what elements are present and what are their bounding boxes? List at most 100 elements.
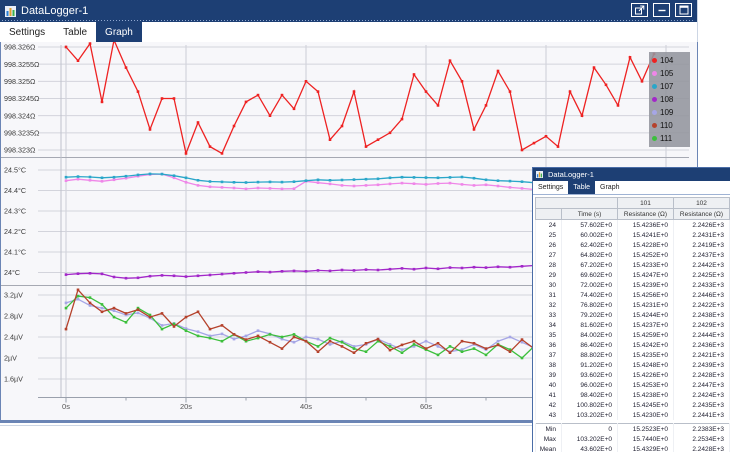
minimize-button[interactable] <box>653 3 670 17</box>
table-cell: 15.4247E+0 <box>617 270 674 280</box>
table-row[interactable]: 32 76.802E+0 15.4231E+0 2.2422E+3 <box>535 300 730 310</box>
summary-cell: Min <box>535 423 562 434</box>
summary-cell: 2.2534E+3 <box>673 434 730 444</box>
svg-text:998.325Ω: 998.325Ω <box>4 77 36 86</box>
table-titlebar[interactable]: DataLogger-1 <box>533 168 730 181</box>
table-cell: 15.4245E+0 <box>617 400 674 410</box>
tab-graph[interactable]: Graph <box>96 22 142 42</box>
table-row[interactable]: 28 67.202E+0 15.4233E+0 2.2442E+3 <box>535 260 730 270</box>
legend-label: 110 <box>660 121 673 130</box>
svg-text:998.3255Ω: 998.3255Ω <box>4 60 40 69</box>
table-row[interactable]: 34 81.602E+0 15.4237E+0 2.2429E+3 <box>535 320 730 330</box>
main-tabbar: Settings Table Graph <box>0 22 697 43</box>
legend-label: 104 <box>660 56 674 65</box>
tab-table[interactable]: Table <box>568 181 596 194</box>
svg-text:0s: 0s <box>62 402 70 411</box>
table-row[interactable]: 31 74.402E+0 15.4256E+0 2.2446E+3 <box>535 290 730 300</box>
table-cell: 33 <box>535 310 562 320</box>
table-window-title: DataLogger-1 <box>548 170 594 179</box>
summary-cell: 43.602E+0 <box>561 444 618 452</box>
svg-text:40s: 40s <box>300 402 312 411</box>
tab-table[interactable]: Table <box>63 26 88 38</box>
table-row[interactable]: 27 64.802E+0 15.4252E+0 2.2437E+3 <box>535 250 730 260</box>
svg-text:60s: 60s <box>420 402 432 411</box>
table-cell: 2.2433E+3 <box>673 280 730 290</box>
group-header-channel-102: 102 <box>673 197 730 209</box>
legend-dot <box>652 97 657 102</box>
svg-text:998.323Ω: 998.323Ω <box>4 146 36 155</box>
legend-item-109[interactable]: 109 <box>649 106 690 119</box>
table-row[interactable]: 33 79.202E+0 15.4244E+0 2.2438E+3 <box>535 310 730 320</box>
svg-text:24.5°C: 24.5°C <box>4 166 26 175</box>
table-row[interactable]: 26 62.402E+0 15.4228E+0 2.2419E+3 <box>535 240 730 250</box>
main-window-title: DataLogger-1 <box>21 5 89 17</box>
table-cell: 27 <box>535 250 562 260</box>
table-cell: 72.002E+0 <box>561 280 618 290</box>
table-row[interactable]: 41 98.402E+0 15.4238E+0 2.2424E+3 <box>535 390 730 400</box>
legend-item-111[interactable]: 111 <box>649 132 690 145</box>
legend: 104 105 107 108 109 110 111 <box>649 52 690 147</box>
legend-item-108[interactable]: 108 <box>649 93 690 106</box>
tab-graph[interactable]: Graph <box>600 184 620 191</box>
table-row[interactable]: 39 93.602E+0 15.4226E+0 2.2428E+3 <box>535 370 730 380</box>
table-cell: 15.4242E+0 <box>617 340 674 350</box>
table-cell: 37 <box>535 350 562 360</box>
tab-settings[interactable]: Settings <box>9 26 46 38</box>
summary-row-min: Min 0 15.2523E+0 2.2383E+3 <box>535 423 730 434</box>
table-cell: 24 <box>535 219 562 230</box>
column-header-3: Resistance (Ω) <box>673 208 730 220</box>
table-row[interactable]: 40 96.002E+0 15.4253E+0 2.2447E+3 <box>535 380 730 390</box>
table-cell: 26 <box>535 240 562 250</box>
table-cell: 15.4244E+0 <box>617 310 674 320</box>
app-icon <box>5 5 16 17</box>
table-cell: 2.2438E+3 <box>673 310 730 320</box>
table-cell: 81.602E+0 <box>561 320 618 330</box>
table-cell: 2.2422E+3 <box>673 300 730 310</box>
series-104 <box>65 42 655 156</box>
legend-item-104[interactable]: 104 <box>649 54 690 67</box>
table-cell: 15.4228E+0 <box>617 240 674 250</box>
table-cell: 2.2429E+3 <box>673 320 730 330</box>
table-cell: 30 <box>535 280 562 290</box>
table-cell: 67.202E+0 <box>561 260 618 270</box>
table-cell: 2.2421E+3 <box>673 350 730 360</box>
table-row[interactable]: 37 88.802E+0 15.4235E+0 2.2421E+3 <box>535 350 730 360</box>
table-cell: 32 <box>535 300 562 310</box>
table-cell: 2.2441E+3 <box>673 410 730 420</box>
table-row[interactable]: 36 86.402E+0 15.4242E+0 2.2436E+3 <box>535 340 730 350</box>
titlebar-divider <box>2 20 695 21</box>
table-row[interactable]: 29 69.602E+0 15.4247E+0 2.2425E+3 <box>535 270 730 280</box>
summary-row-mean: Mean 43.602E+0 15.4329E+0 2.2428E+3 <box>535 444 730 452</box>
table-row[interactable]: 43 103.202E+0 15.4230E+0 2.2441E+3 <box>535 410 730 420</box>
table-cell: 15.4235E+0 <box>617 350 674 360</box>
table-cell: 69.602E+0 <box>561 270 618 280</box>
table-cell: 15.4253E+0 <box>617 380 674 390</box>
table-cell: 15.4226E+0 <box>617 370 674 380</box>
legend-item-110[interactable]: 110 <box>649 119 690 132</box>
table-row[interactable]: 25 60.002E+0 15.4241E+0 2.2431E+3 <box>535 230 730 240</box>
legend-item-105[interactable]: 105 <box>649 67 690 80</box>
table-row[interactable]: 30 72.002E+0 15.4239E+0 2.2433E+3 <box>535 280 730 290</box>
summary-row-max: Max 103.202E+0 15.7440E+0 2.2534E+3 <box>535 434 730 444</box>
table-row[interactable]: 42 100.802E+0 15.4245E+0 2.2435E+3 <box>535 400 730 410</box>
maximize-button[interactable] <box>675 3 692 17</box>
main-titlebar[interactable]: DataLogger-1 <box>0 0 697 22</box>
svg-text:2µV: 2µV <box>4 354 17 363</box>
tab-settings[interactable]: Settings <box>538 184 564 191</box>
table-row[interactable]: 24 57.602E+0 15.4236E+0 2.2426E+3 <box>535 219 730 230</box>
table-cell: 62.402E+0 <box>561 240 618 250</box>
summary-cell: 15.7440E+0 <box>617 434 674 444</box>
legend-item-107[interactable]: 107 <box>649 80 690 93</box>
summary-cell: 2.2428E+3 <box>673 444 730 452</box>
group-header-blank <box>535 197 618 209</box>
table-cell: 91.202E+0 <box>561 360 618 370</box>
table-cell: 2.2419E+3 <box>673 240 730 250</box>
float-button[interactable] <box>631 3 648 17</box>
table-row[interactable]: 38 91.202E+0 15.4248E+0 2.2439E+3 <box>535 360 730 370</box>
table-cell: 79.202E+0 <box>561 310 618 320</box>
table-cell: 57.602E+0 <box>561 219 618 230</box>
table-cell: 2.2447E+3 <box>673 380 730 390</box>
table-cell: 74.402E+0 <box>561 290 618 300</box>
table-row[interactable]: 35 84.002E+0 15.4259E+0 2.2444E+3 <box>535 330 730 340</box>
